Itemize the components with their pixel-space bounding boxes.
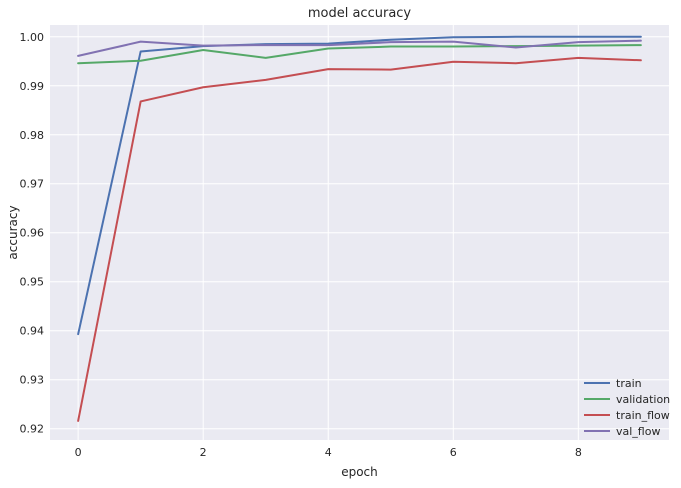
chart-title: model accuracy xyxy=(308,6,412,21)
y-tick-label: 0.97 xyxy=(20,178,45,191)
series-line-train-flow xyxy=(77,56,642,422)
legend-label: train xyxy=(616,377,642,390)
x-tick-labels: 0 2 4 6 8 xyxy=(75,446,582,459)
x-tick-label: 8 xyxy=(575,446,582,459)
legend: train validation train_flow val_flow xyxy=(584,377,670,438)
y-tick-label: 0.96 xyxy=(20,227,45,240)
y-tick-labels: 0.92 0.93 0.94 0.95 0.96 0.97 0.98 0.99 1.00 xyxy=(20,31,45,436)
y-tick-label: 0.98 xyxy=(20,129,45,142)
series-line-val-flow xyxy=(77,39,642,57)
x-tick-label: 2 xyxy=(200,446,207,459)
y-tick-label: 0.94 xyxy=(20,325,45,338)
legend-label: train_flow xyxy=(616,409,670,422)
grid xyxy=(50,25,669,440)
x-tick-label: 6 xyxy=(450,446,457,459)
y-tick-label: 0.93 xyxy=(20,374,45,387)
series-line-train xyxy=(77,35,642,336)
legend-label: val_flow xyxy=(616,425,660,438)
y-tick-label: 0.92 xyxy=(20,423,45,436)
y-tick-label: 1.00 xyxy=(20,31,45,44)
legend-label: validation xyxy=(616,393,670,406)
y-tick-label: 0.95 xyxy=(20,276,45,289)
x-axis-label: epoch xyxy=(341,465,378,479)
y-axis-label: accuracy xyxy=(6,205,20,259)
series-lines xyxy=(77,35,642,422)
x-tick-label: 4 xyxy=(325,446,332,459)
x-tick-label: 0 xyxy=(75,446,82,459)
y-tick-label: 0.99 xyxy=(20,80,45,93)
